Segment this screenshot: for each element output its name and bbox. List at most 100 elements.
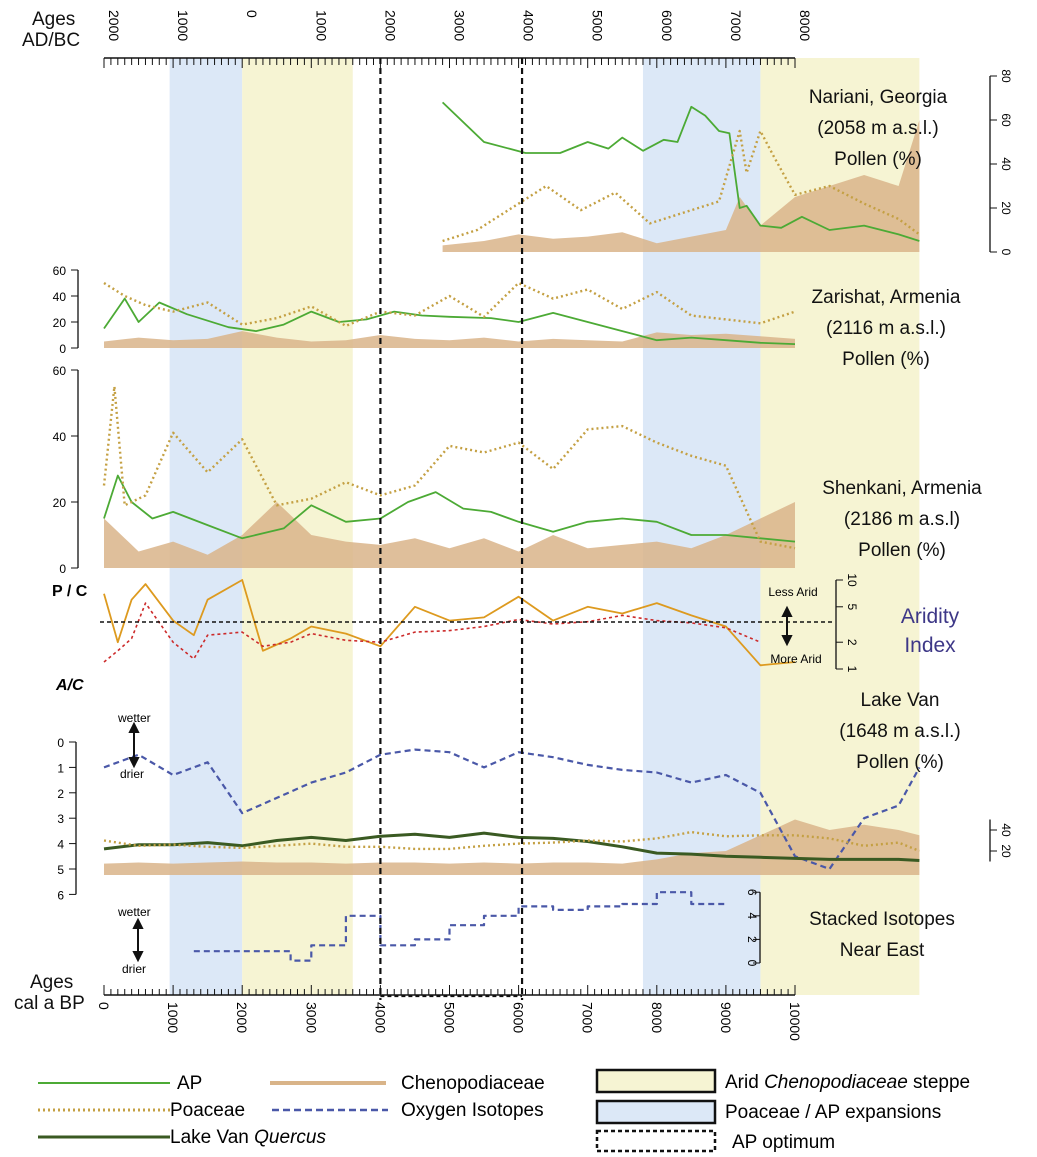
zarishat-axis-label: 60 <box>53 264 67 278</box>
series-1-1-poaceae <box>103 281 796 328</box>
zarishat-title-1: Zarishat, Armenia <box>812 287 961 308</box>
van-iso-axis-label: 4 <box>57 838 64 852</box>
nariani-axis-label: 0 <box>999 249 1013 256</box>
series-2-2-chenopodiaceae <box>104 502 795 568</box>
aridity-axis-label: 5 <box>845 603 859 610</box>
shenkani-title-1: Shenkani, Armenia <box>822 478 982 499</box>
top-tick-label: 1000 <box>175 10 191 41</box>
bottom-axis-title-ages: Ages <box>30 972 73 993</box>
band-0 <box>169 58 243 995</box>
series-4-0-oxygen-isotopes <box>103 748 921 871</box>
van-iso-axis-label: 6 <box>57 888 64 902</box>
stacked-axis-label: 0 <box>745 960 759 967</box>
shenkani-axis-label: 0 <box>59 562 66 576</box>
bottom-tick-label: 5000 <box>442 1002 458 1033</box>
bottom-tick-label: 2000 <box>234 1002 250 1033</box>
series-2-1-poaceae <box>102 385 796 550</box>
isotopes-drier-label: drier <box>122 962 146 976</box>
aridity-axis-label: 10 <box>845 573 859 587</box>
legend-poaceae-label: Poaceae <box>170 1100 245 1121</box>
van-iso-axis-label: 2 <box>57 787 64 801</box>
series-0-1-poaceae <box>442 129 921 243</box>
nariani-title-1: Nariani, Georgia <box>809 87 948 108</box>
van-title-2: (1648 m a.s.l.) <box>839 721 960 742</box>
legend-expansion-label: Poaceae / AP expansions <box>725 1102 941 1123</box>
legend-isotopes-label: Oxygen Isotopes <box>401 1100 544 1121</box>
van-iso-axis-label: 5 <box>57 863 64 877</box>
bottom-tick-label: 0 <box>96 1002 112 1010</box>
isotopes-title-2: Near East <box>840 940 925 961</box>
legend-optimum-label: AP optimum <box>732 1132 835 1153</box>
top-tick-label: 3000 <box>452 10 468 41</box>
van-iso-axis-label: 0 <box>57 736 64 750</box>
top-tick-label: 8000 <box>797 10 813 41</box>
van-arrow-icon <box>128 721 140 769</box>
legend-ap-label: AP <box>177 1073 202 1094</box>
series-0-0-ap <box>441 101 920 242</box>
van-title-1: Lake Van <box>861 690 940 711</box>
top-tick-label: 5000 <box>590 10 606 41</box>
series-lines <box>102 101 921 962</box>
nariani-axis-label: 20 <box>999 201 1013 215</box>
top-axis-title-adbc: AD/BC <box>22 30 80 51</box>
series-0-2-chenopodiaceae <box>442 120 920 252</box>
legend-expansion-swatch <box>595 1099 717 1125</box>
aridity-title-2: Index <box>904 634 956 657</box>
series-4-2-poaceae <box>103 830 920 853</box>
aridity-axis-label: 1 <box>845 666 859 673</box>
series-4-3-chenopodiaceae <box>104 819 920 875</box>
van-iso-axis-label: 3 <box>57 812 64 826</box>
top-tick-label: 2000 <box>382 10 398 41</box>
less-arid-label: Less Arid <box>768 585 817 599</box>
aridity-axis-label: 2 <box>845 639 859 646</box>
aridity-arrow-icon <box>781 605 793 647</box>
isotopes-wetter-label: wetter <box>117 905 151 919</box>
series-2-0-ap <box>103 474 796 543</box>
bottom-tick-label: 3000 <box>303 1002 319 1033</box>
series-4-1-lake-van-quercus <box>103 831 920 862</box>
stacked-axis-label: 2 <box>745 936 759 943</box>
van-iso-axis-label: 1 <box>57 761 64 775</box>
series-3-1-a-c <box>103 602 761 663</box>
more-arid-label: More Arid <box>770 652 821 666</box>
zarishat-title-3: Pollen (%) <box>842 349 930 370</box>
nariani-axis-label: 60 <box>999 113 1013 127</box>
bottom-axis-title-calbp: cal a BP <box>14 993 85 1014</box>
zarishat-axis-label: 0 <box>59 342 66 356</box>
legend: AP Poaceae Lake Van Quercus Chenopodiace… <box>38 1068 970 1153</box>
series-1-0-ap <box>103 297 796 345</box>
bottom-tick-label: 9000 <box>718 1002 734 1033</box>
stacked-axis-label: 6 <box>745 889 759 896</box>
zarishat-axis-label: 20 <box>53 316 67 330</box>
bottom-tick-label: 6000 <box>511 1002 527 1033</box>
legend-quercus-label: Lake Van Quercus <box>170 1127 326 1148</box>
ac-label: A/C <box>55 677 84 694</box>
isotopes-arrow-icon <box>132 917 144 963</box>
cheno-areas <box>104 120 920 875</box>
legend-arid-swatch <box>595 1068 717 1094</box>
series-1-2-chenopodiaceae <box>104 331 795 348</box>
ap-optimum-lines <box>100 58 835 1000</box>
isotopes-title-1: Stacked Isotopes <box>809 909 955 930</box>
axes: 2000 1000 0 1000 2000 3000 4000 5000 6000 7000 800… <box>53 10 1013 1041</box>
van-pollen-axis-label: 40 <box>999 823 1013 837</box>
zarishat-axis-label: 40 <box>53 290 67 304</box>
stacked-axis-label: 4 <box>745 912 759 919</box>
nariani-title-2: (2058 m a.s.l.) <box>817 118 938 139</box>
legend-optimum-swatch <box>595 1129 717 1153</box>
nariani-axis-label: 40 <box>999 157 1013 171</box>
series-5-0-oxygen-isotopes <box>193 891 726 962</box>
shenkani-title-3: Pollen (%) <box>858 540 946 561</box>
shenkani-axis-label: 60 <box>53 364 67 378</box>
zarishat-title-2: (2116 m a.s.l.) <box>826 318 946 339</box>
shenkani-axis-label: 20 <box>53 496 67 510</box>
top-tick-label: 2000 <box>106 10 122 41</box>
top-tick-label: 6000 <box>659 10 675 41</box>
top-tick-label: 7000 <box>728 10 744 41</box>
van-title-3: Pollen (%) <box>856 752 944 773</box>
nariani-axis-label: 80 <box>999 69 1013 83</box>
top-tick-label: 4000 <box>521 10 537 41</box>
legend-arid-label: Arid Chenopodiaceae steppe <box>725 1072 970 1093</box>
shenkani-title-2: (2186 m a.s.l) <box>844 509 960 530</box>
